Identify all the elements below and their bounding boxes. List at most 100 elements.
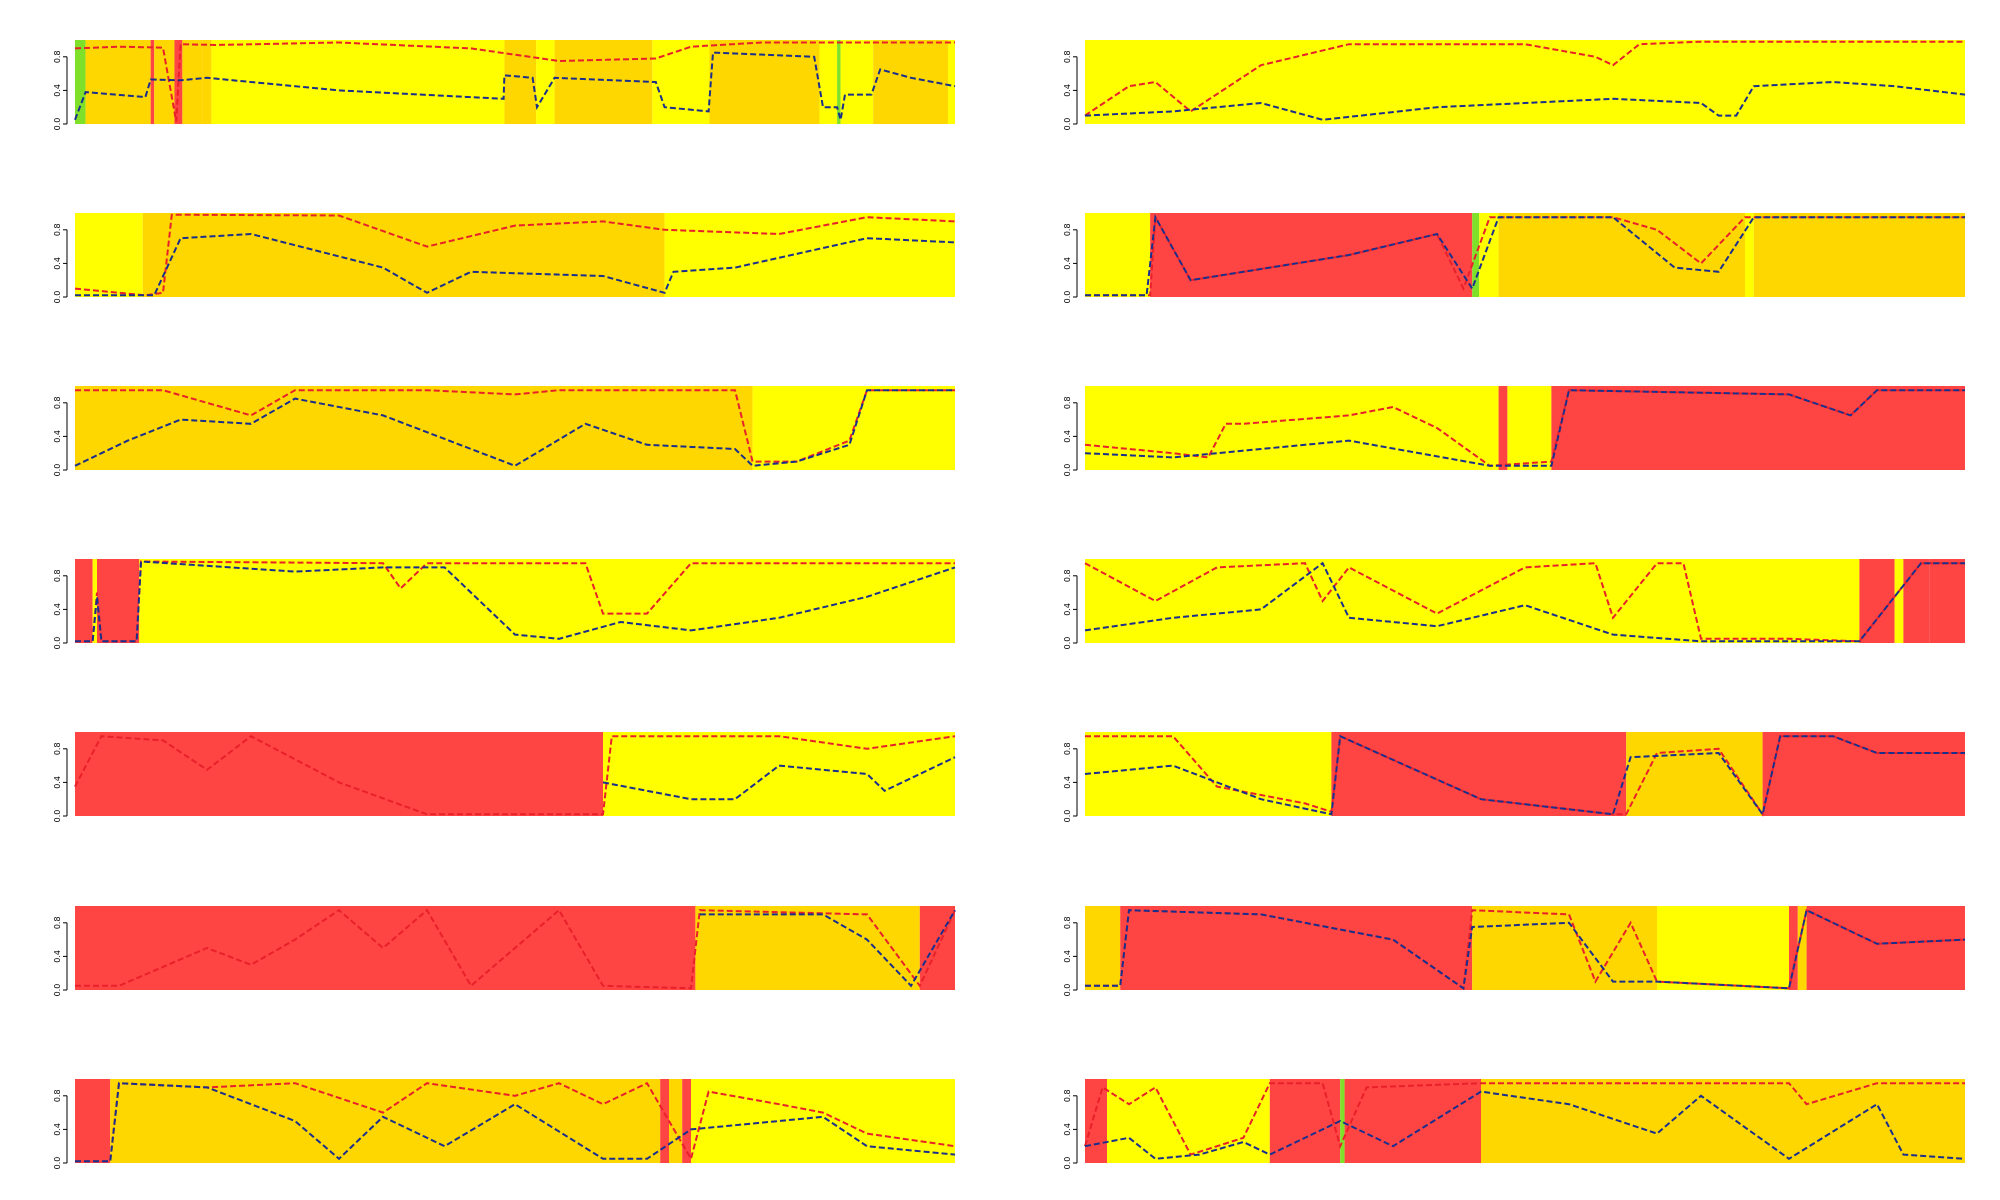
- y-tick-label: 0.4: [1063, 84, 1072, 97]
- state-band: [85, 40, 151, 124]
- y-tick-label: 0.4: [53, 257, 62, 270]
- state-band: [1903, 559, 1930, 643]
- chart-panel: 0.0 0.4 0.8: [1063, 1079, 1966, 1170]
- chart-panel: 0.0 0.4 0.8: [53, 386, 955, 476]
- state-band: [682, 1079, 691, 1163]
- state-band: [1626, 732, 1763, 816]
- state-band: [1859, 559, 1895, 643]
- blue-dashed-series: [74, 51, 956, 121]
- state-band: [75, 386, 753, 470]
- chart-panel: 0.0 0.4 0.8: [53, 213, 956, 304]
- state-band: [873, 40, 948, 124]
- state-band: [1745, 213, 1754, 297]
- state-band: [1481, 1079, 1965, 1163]
- blue-dashed-series: [1084, 80, 1966, 121]
- y-tick-label: 0.0: [53, 118, 62, 131]
- state-band: [603, 732, 955, 816]
- state-band: [1340, 1079, 1345, 1163]
- state-band: [1498, 213, 1745, 297]
- y-tick-label: 0.8: [53, 223, 62, 236]
- chart-panel: 0.0 0.4 0.8: [53, 732, 956, 822]
- y-tick-label: 0.4: [53, 430, 62, 443]
- state-band: [1085, 559, 1860, 643]
- state-band: [1085, 1079, 1107, 1163]
- y-tick-label: 0.0: [53, 637, 62, 650]
- state-band: [947, 40, 955, 124]
- state-band: [1344, 1079, 1481, 1163]
- chart-panel: 0.0 0.4 0.8: [1063, 559, 1965, 649]
- state-band: [695, 906, 920, 990]
- y-tick-label: 0.0: [53, 1157, 62, 1170]
- chart-panel: 0.0 0.4 0.8: [53, 906, 956, 996]
- state-band: [75, 213, 143, 297]
- y-tick-label: 0.8: [1063, 569, 1072, 582]
- state-band: [1551, 386, 1965, 470]
- state-band: [536, 40, 555, 124]
- y-tick-label: 0.0: [1063, 637, 1072, 650]
- red-dashed-series: [74, 213, 956, 297]
- state-band: [1107, 1079, 1270, 1163]
- state-band: [1789, 906, 1798, 990]
- chart-panel: 0.0 0.4 0.8: [53, 40, 956, 131]
- y-tick-label: 0.8: [1063, 50, 1072, 63]
- state-band: [1894, 559, 1904, 643]
- y-tick-label: 0.4: [53, 84, 62, 97]
- y-tick-label: 0.8: [53, 569, 62, 582]
- y-tick-label: 0.4: [53, 950, 62, 963]
- blue-dashed-series: [699, 909, 956, 988]
- state-band: [150, 40, 155, 124]
- y-tick-label: 0.8: [1063, 223, 1072, 236]
- blue-dashed-series: [74, 389, 955, 467]
- blue-dashed-series: [75, 560, 956, 643]
- state-band: [142, 213, 665, 297]
- state-band: [660, 1079, 669, 1163]
- state-band: [1472, 906, 1657, 990]
- blue-dashed-series: [1084, 561, 1965, 643]
- y-tick-label: 0.8: [53, 1089, 62, 1102]
- state-band: [75, 1079, 111, 1163]
- y-tick-label: 0.4: [1063, 1123, 1072, 1136]
- state-band: [75, 732, 603, 816]
- y-tick-label: 0.0: [1063, 464, 1072, 477]
- state-band: [1085, 732, 1332, 816]
- state-band: [1797, 906, 1807, 990]
- y-tick-label: 0.0: [1063, 1157, 1072, 1170]
- state-band: [1806, 906, 1965, 990]
- y-tick-label: 0.8: [53, 742, 62, 755]
- state-band: [1120, 906, 1473, 990]
- red-dashed-series: [75, 908, 956, 990]
- state-band: [1085, 213, 1151, 297]
- state-band: [1085, 40, 1965, 124]
- state-band: [840, 40, 874, 124]
- y-tick-label: 0.8: [1063, 916, 1072, 929]
- state-band: [669, 1079, 683, 1163]
- state-band: [75, 40, 86, 124]
- state-band: [1753, 213, 1965, 297]
- red-dashed-series: [74, 41, 955, 122]
- y-tick-label: 0.4: [53, 603, 62, 616]
- red-dashed-series: [1084, 562, 1965, 643]
- state-band: [691, 1079, 955, 1163]
- state-band: [211, 40, 505, 124]
- chart-panel: 0.0 0.4 0.8: [1063, 386, 1965, 476]
- y-tick-label: 0.4: [53, 776, 62, 789]
- state-band: [97, 559, 140, 643]
- y-tick-label: 0.0: [53, 291, 62, 304]
- state-band: [1150, 213, 1473, 297]
- state-band: [1331, 732, 1627, 816]
- y-tick-label: 0.0: [53, 464, 62, 477]
- state-band: [1657, 906, 1789, 990]
- y-tick-label: 0.4: [53, 1123, 62, 1136]
- state-band: [919, 906, 933, 990]
- state-band: [504, 40, 537, 124]
- y-tick-label: 0.8: [1063, 742, 1072, 755]
- blue-dashed-series: [1085, 908, 1966, 991]
- state-band: [664, 213, 955, 297]
- state-band: [837, 40, 841, 124]
- y-tick-label: 0.0: [1063, 810, 1072, 823]
- state-band: [1762, 732, 1965, 816]
- red-dashed-series: [74, 735, 956, 816]
- blue-dashed-series: [75, 1082, 956, 1163]
- state-band: [182, 40, 203, 124]
